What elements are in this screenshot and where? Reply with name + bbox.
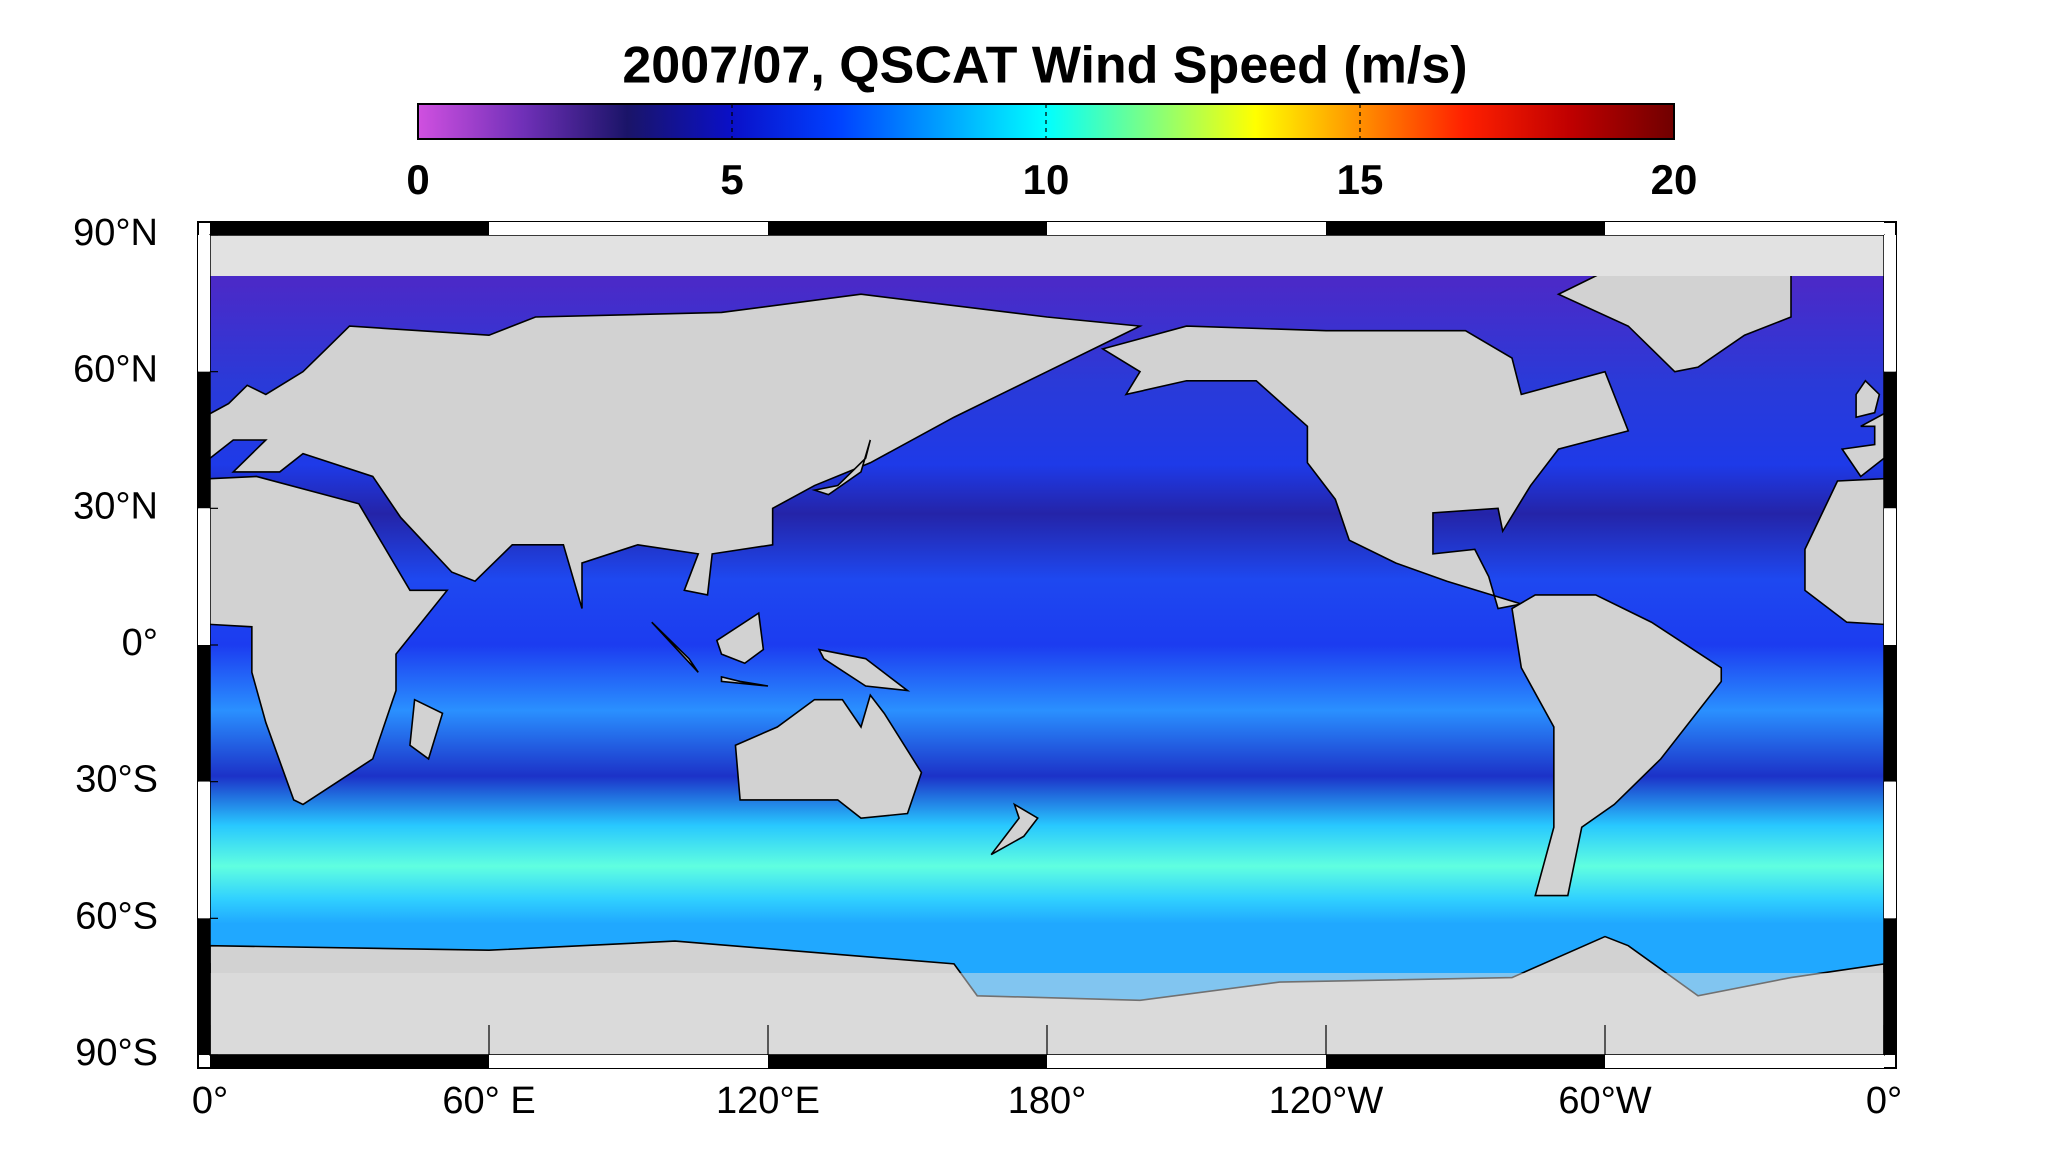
frame-band	[210, 1055, 489, 1068]
land	[1804, 477, 1884, 626]
y-tick-label: 90°N	[73, 212, 158, 254]
frame-band	[198, 645, 210, 782]
x-tick-label: 180°	[1008, 1080, 1087, 1122]
land	[210, 293, 1143, 609]
frame-band	[489, 222, 768, 235]
colorbar-tick-label: 10	[1023, 156, 1070, 203]
land	[409, 698, 444, 761]
land	[811, 439, 872, 496]
frame-band	[1326, 1055, 1605, 1068]
x-tick-label: 0°	[192, 1080, 228, 1122]
colorbar-tick-label: 20	[1651, 156, 1698, 203]
land	[0, 595, 47, 896]
land	[210, 475, 449, 806]
frame-band	[1047, 1055, 1326, 1068]
polar-cap	[210, 235, 1884, 276]
frame-band	[768, 1055, 1047, 1068]
y-tick-label: 60°N	[73, 349, 158, 391]
frame-band	[1884, 371, 1896, 509]
land	[720, 675, 769, 687]
y-tick-label: 60°S	[75, 895, 158, 937]
frame-band	[198, 918, 210, 1055]
x-tick-label: 0°	[1866, 1080, 1902, 1122]
frame-band	[1605, 222, 1884, 235]
colorbar-tick-label: 5	[720, 156, 743, 203]
land	[817, 648, 911, 692]
frame-band	[198, 508, 210, 645]
land	[990, 802, 1039, 856]
frame-band	[1884, 508, 1896, 645]
chart-title: 2007/07, QSCAT Wind Speed (m/s)	[622, 37, 1467, 95]
x-tick-label: 60° E	[442, 1080, 535, 1122]
frame-band	[1605, 1055, 1884, 1068]
land	[1100, 325, 1630, 610]
land	[715, 611, 765, 665]
frame-band	[1884, 918, 1896, 1055]
y-tick-label: 90°S	[75, 1032, 158, 1074]
frame-band	[198, 235, 210, 372]
land	[1855, 379, 1881, 419]
frame-band	[198, 371, 210, 509]
colorbar-tick-label: 15	[1337, 156, 1384, 203]
y-tick-label: 0°	[122, 622, 158, 664]
land	[651, 621, 699, 673]
frame-band	[1047, 222, 1326, 235]
land	[1511, 594, 1723, 897]
frame-band	[489, 1055, 768, 1068]
frame-band	[1884, 235, 1896, 372]
y-tick-label: 30°S	[75, 759, 158, 801]
frame-band	[198, 781, 210, 919]
frame-band	[210, 222, 489, 235]
frame-band	[768, 222, 1047, 235]
frame-band	[1884, 645, 1896, 782]
y-tick-label: 30°N	[73, 485, 158, 527]
frame-band	[1326, 222, 1605, 235]
frame-band	[1884, 781, 1896, 919]
x-tick-label: 120°E	[716, 1080, 820, 1122]
colorbar-tick-label: 0	[406, 156, 429, 203]
land	[1840, 412, 1884, 478]
x-tick-label: 120°W	[1269, 1080, 1384, 1122]
land	[734, 693, 923, 819]
map	[0, 235, 1884, 1055]
x-tick-label: 60°W	[1558, 1080, 1651, 1122]
